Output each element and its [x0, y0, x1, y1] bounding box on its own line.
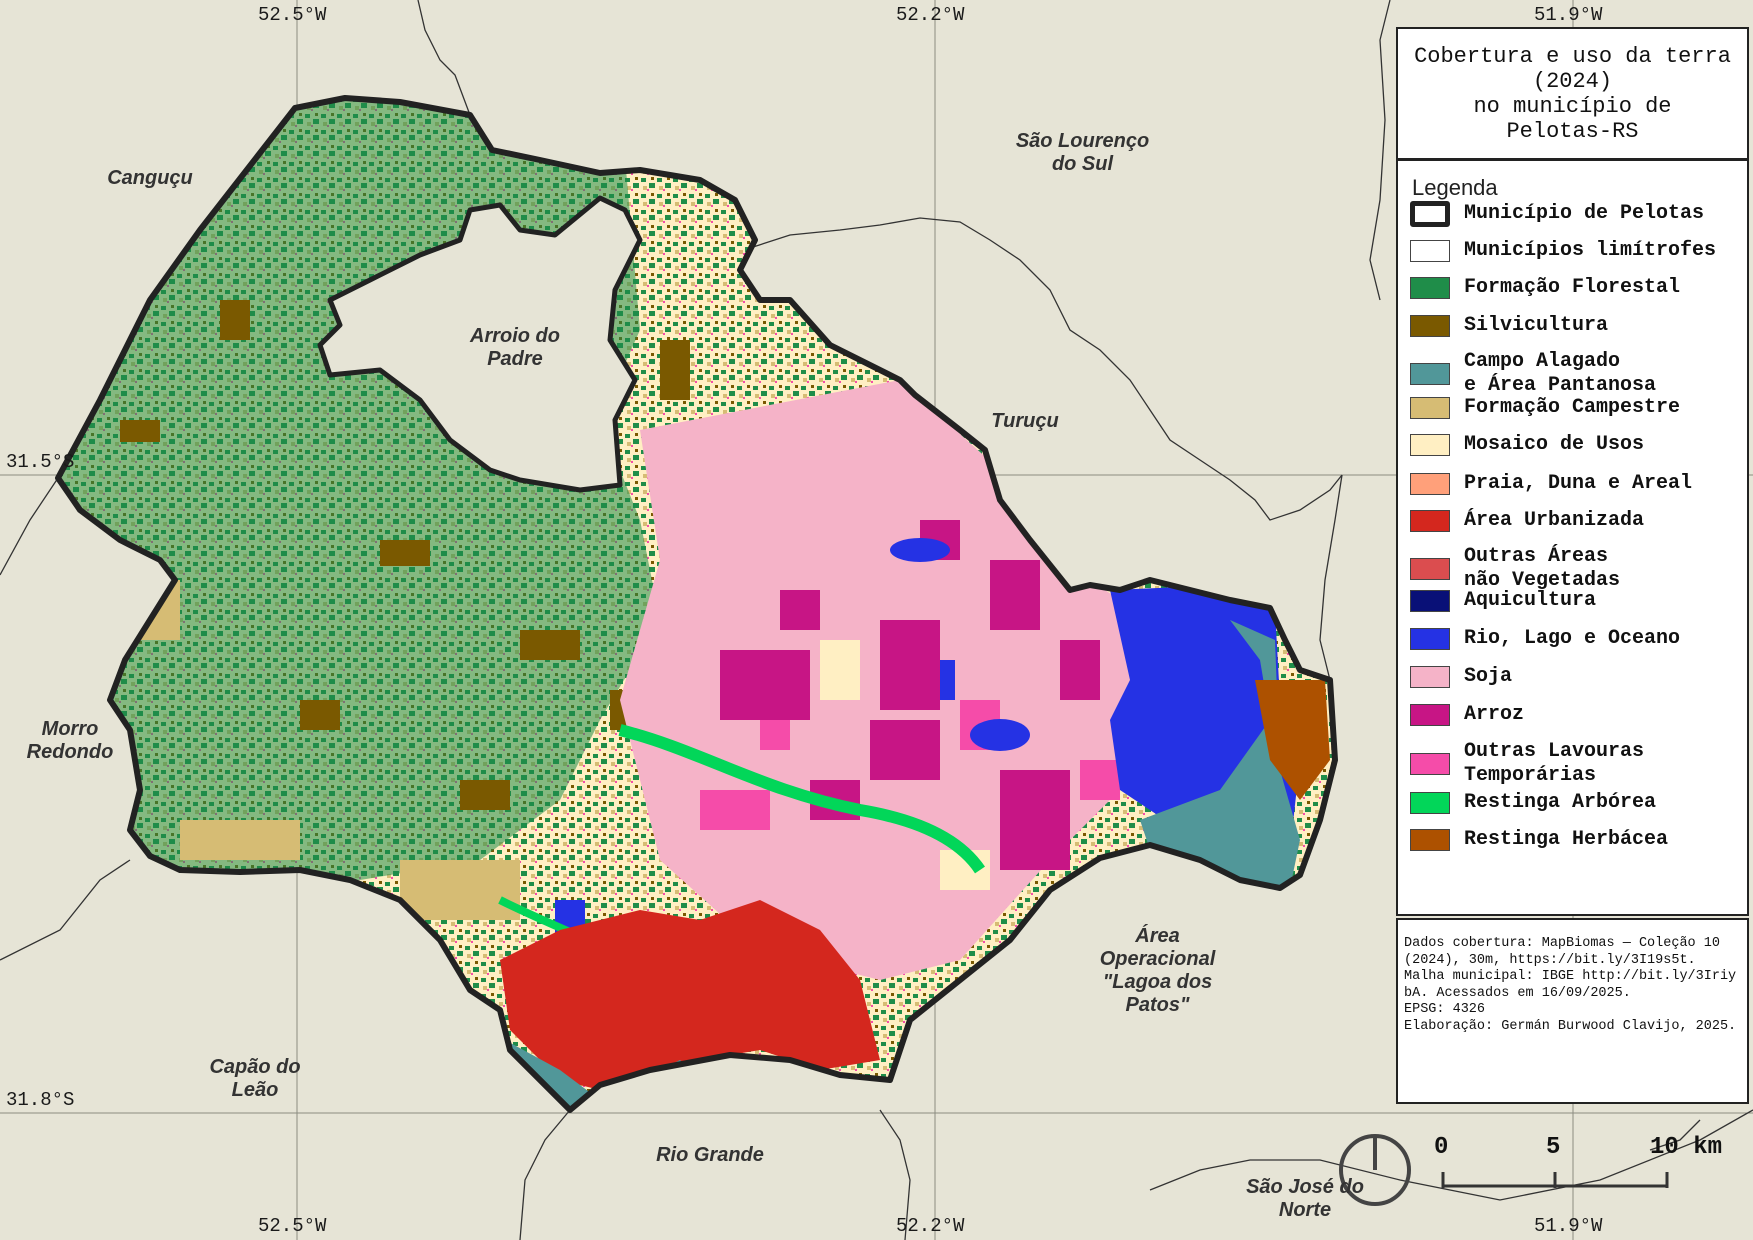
legend-swatch [1410, 510, 1450, 532]
legend-swatch [1410, 704, 1450, 726]
legend-label: Área Urbanizada [1464, 509, 1645, 532]
place-capao-do-leao: Capão do Leão [209, 1056, 301, 1101]
legend-swatch [1410, 434, 1450, 456]
credits-text: Dados cobertura: MapBiomas — Coleção 10 … [1404, 936, 1737, 1034]
place-morro-redondo: Morro Redondo [26, 718, 114, 763]
legend-swatch [1410, 315, 1450, 337]
scale-bar [1441, 1172, 1669, 1188]
north-arrow-icon [1339, 1134, 1411, 1206]
legend-item: Restinga Herbácea [1410, 828, 1668, 852]
legend-label: Restinga Arbórea [1464, 791, 1657, 814]
legend-swatch [1410, 277, 1450, 299]
legend-label: Campo Alagado e Área Pantanosa [1464, 350, 1657, 397]
legend-item: Campo Alagado e Área Pantanosa [1410, 350, 1656, 398]
legend-label: Soja [1464, 665, 1513, 688]
legend-item: Restinga Arbórea [1410, 791, 1656, 815]
legend-label: Formação Campestre [1464, 396, 1681, 419]
legend-item: Soja [1410, 665, 1512, 689]
map-title: Cobertura e uso da terra (2024) no munic… [1414, 43, 1731, 144]
legend-title: Legenda [1412, 175, 1498, 200]
legend-swatch [1410, 590, 1450, 612]
lon-label-bottom-1: 52.5°W [258, 1215, 327, 1237]
place-sao-lourenco: São Lourenço do Sul [1015, 130, 1150, 175]
scale-label-5: 5 [1546, 1134, 1561, 1161]
lon-label-bottom-3: 51.9°W [1534, 1215, 1603, 1237]
scale-label-0: 0 [1434, 1134, 1449, 1161]
legend-swatch [1410, 201, 1450, 227]
legend-label: Aquicultura [1464, 589, 1597, 612]
legend-item: Mosaico de Usos [1410, 433, 1644, 457]
legend-label: Município de Pelotas [1464, 202, 1705, 225]
pelotas-boundary [55, 95, 1338, 1113]
legend-item: Municípios limítrofes [1410, 239, 1716, 263]
legend-swatch [1410, 753, 1450, 775]
legend-swatch [1410, 473, 1450, 495]
legend-label: Silvicultura [1464, 314, 1609, 337]
place-cangucu: Canguçu [107, 167, 193, 189]
legend-swatch [1410, 363, 1450, 385]
legend-item: Formação Campestre [1410, 396, 1680, 420]
place-turucu: Turuçu [991, 410, 1059, 432]
lon-label-top-2: 52.2°W [896, 4, 965, 26]
legend-item: Outras Áreas não Vegetadas [1410, 545, 1620, 593]
lon-label-top-1: 52.5°W [258, 4, 327, 26]
legend-item: Silvicultura [1410, 314, 1608, 338]
place-arroio-do-padre: Arroio do Padre [470, 325, 560, 370]
legend-swatch [1410, 666, 1450, 688]
scale-label-10: 10 km [1650, 1134, 1723, 1161]
legend-item: Formação Florestal [1410, 276, 1680, 300]
legend-swatch [1410, 240, 1450, 262]
place-area-operacional: Área Operacional "Lagoa dos Patos" [1099, 925, 1216, 1016]
place-rio-grande: Rio Grande [656, 1144, 764, 1166]
legend-swatch [1410, 628, 1450, 650]
lon-label-bottom-2: 52.2°W [896, 1215, 965, 1237]
place-sao-jose-do-norte: São José do Norte [1246, 1176, 1364, 1221]
title-box: Cobertura e uso da terra (2024) no munic… [1396, 27, 1749, 160]
credits-box: Dados cobertura: MapBiomas — Coleção 10 … [1396, 918, 1749, 1104]
legend-label: Mosaico de Usos [1464, 433, 1645, 456]
legend-item: Praia, Duna e Areal [1410, 472, 1692, 496]
legend-label: Formação Florestal [1464, 276, 1681, 299]
legend-swatch [1410, 792, 1450, 814]
legend-label: Rio, Lago e Oceano [1464, 627, 1681, 650]
legend-label: Municípios limítrofes [1464, 239, 1717, 262]
legend-swatch [1410, 397, 1450, 419]
legend-item: Aquicultura [1410, 589, 1596, 613]
legend-label: Restinga Herbácea [1464, 828, 1669, 851]
legend-label: Outras Áreas não Vegetadas [1464, 545, 1621, 592]
legend-swatch [1410, 829, 1450, 851]
legend-label: Arroz [1464, 703, 1525, 726]
legend-item: Rio, Lago e Oceano [1410, 627, 1680, 651]
legend: Legenda Município de Pelotas Municípios l… [1396, 159, 1749, 916]
legend-item: Outras Lavouras Temporárias [1410, 740, 1644, 788]
legend-swatch [1410, 558, 1450, 580]
legend-item: Arroz [1410, 703, 1524, 727]
lat-label-1: 31.5°S [6, 451, 75, 473]
legend-item: Área Urbanizada [1410, 509, 1644, 533]
lon-label-top-3: 51.9°W [1534, 4, 1603, 26]
lat-label-2: 31.8°S [6, 1089, 75, 1111]
legend-item: Município de Pelotas [1410, 201, 1704, 227]
legend-label: Outras Lavouras Temporárias [1464, 740, 1645, 787]
legend-label: Praia, Duna e Areal [1464, 472, 1693, 495]
arroio-do-padre-enclave [317, 195, 643, 493]
